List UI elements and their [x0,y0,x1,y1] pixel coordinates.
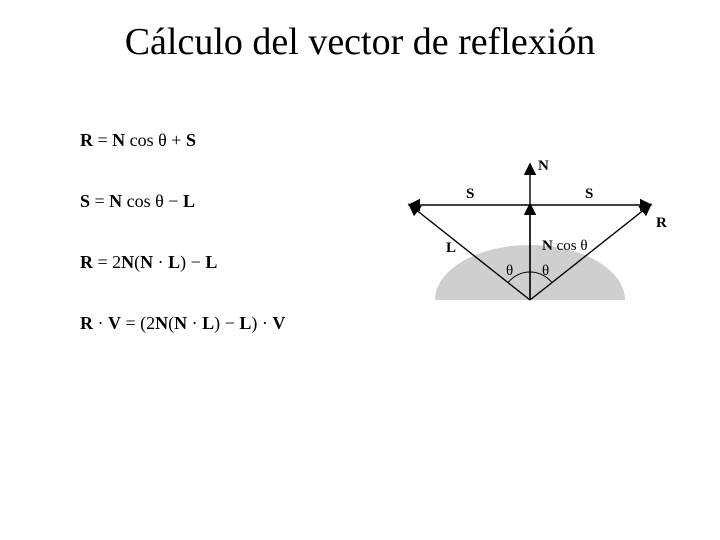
eq4-N1: N [155,313,168,333]
eq4-dot1: · [187,313,202,333]
label-S-right: S [585,186,593,203]
eq4-L2: L [239,313,251,333]
eq4-eq: = (2 [121,313,155,333]
eq3-L1: L [168,252,180,272]
eq3-L2: L [205,252,217,272]
eq1-eq: = [93,130,112,150]
eq2-N: N [109,191,122,211]
eq4-L1: L [202,313,214,333]
eq1-R: R [80,130,93,150]
eq4-p2: ) − [214,313,239,333]
eq1-N: N [112,130,125,150]
eq2-L: L [183,191,195,211]
eq3-p2: ) − [180,252,205,272]
label-S-left: S [466,186,474,203]
diagram-svg [380,130,680,350]
eq2-S: S [80,191,90,211]
eq3-R: R [80,252,93,272]
eq3-N2: N [140,252,153,272]
eq4-V2: V [272,313,285,333]
eq4-p3: ) · [251,313,272,333]
label-R: R [656,215,667,232]
eq3-dot: · [153,252,168,272]
label-Ncos: N cos θ [542,238,588,255]
eq1-S: S [186,130,196,150]
eq4-dot0: · [93,313,108,333]
eq4-N2: N [174,313,187,333]
reflection-diagram: N S S L R N cos θ θ θ [380,130,680,350]
eq4-V1: V [108,313,121,333]
eq2-eq: = [90,191,109,211]
equations-block: R = N cos θ + S S = N cos θ − L R = 2N(N… [80,130,285,374]
eq3-eq: = 2 [93,252,121,272]
label-N: N [538,158,549,175]
label-L: L [446,240,456,257]
eq2-mid: cos θ − [122,191,183,211]
equation-4: R · V = (2N(N · L) − L) · V [80,313,285,334]
equation-2: S = N cos θ − L [80,191,285,212]
eq4-R: R [80,313,93,333]
page-title: Cálculo del vector de reflexión [0,20,720,64]
label-theta-right: θ [542,263,549,280]
label-theta-left: θ [506,263,513,280]
equation-1: R = N cos θ + S [80,130,285,151]
eq3-N1: N [121,252,134,272]
equation-3: R = 2N(N · L) − L [80,252,285,273]
eq1-mid: cos θ + [125,130,186,150]
